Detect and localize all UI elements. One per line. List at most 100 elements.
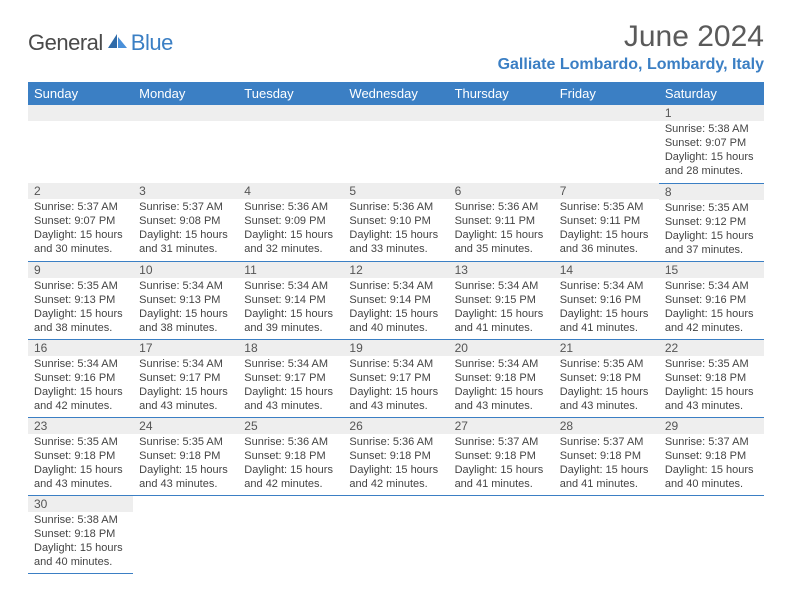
daylight-text: Daylight: 15 hours and 35 minutes. (455, 228, 548, 256)
day-details: Sunrise: 5:37 AMSunset: 9:08 PMDaylight:… (133, 199, 238, 259)
sunrise-text: Sunrise: 5:34 AM (139, 279, 232, 293)
calendar-day-cell: 15Sunrise: 5:34 AMSunset: 9:16 PMDayligh… (659, 261, 764, 339)
day-number: 17 (133, 340, 238, 356)
sunset-text: Sunset: 9:14 PM (349, 293, 442, 307)
day-number: 29 (659, 418, 764, 434)
daylight-text: Daylight: 15 hours and 43 minutes. (139, 463, 232, 491)
logo-text-blue: Blue (131, 30, 173, 56)
day-details: Sunrise: 5:34 AMSunset: 9:13 PMDaylight:… (133, 278, 238, 338)
day-details: Sunrise: 5:37 AMSunset: 9:07 PMDaylight:… (28, 199, 133, 259)
weekday-saturday: Saturday (659, 82, 764, 105)
day-number: 18 (238, 340, 343, 356)
sunset-text: Sunset: 9:11 PM (455, 214, 548, 228)
calendar-day-cell (449, 105, 554, 183)
empty-daynum-bar (449, 105, 554, 121)
sunset-text: Sunset: 9:17 PM (244, 371, 337, 385)
day-details: Sunrise: 5:35 AMSunset: 9:11 PMDaylight:… (554, 199, 659, 259)
calendar-day-cell (343, 495, 448, 573)
calendar-day-cell: 20Sunrise: 5:34 AMSunset: 9:18 PMDayligh… (449, 339, 554, 417)
day-number: 8 (659, 184, 764, 200)
day-number: 12 (343, 262, 448, 278)
day-number: 7 (554, 183, 659, 199)
day-details: Sunrise: 5:37 AMSunset: 9:18 PMDaylight:… (449, 434, 554, 494)
day-number: 27 (449, 418, 554, 434)
sunrise-text: Sunrise: 5:35 AM (34, 279, 127, 293)
calendar-day-cell: 24Sunrise: 5:35 AMSunset: 9:18 PMDayligh… (133, 417, 238, 495)
day-details: Sunrise: 5:36 AMSunset: 9:18 PMDaylight:… (343, 434, 448, 494)
sunrise-text: Sunrise: 5:35 AM (34, 435, 127, 449)
weekday-tuesday: Tuesday (238, 82, 343, 105)
day-number: 15 (659, 262, 764, 278)
daylight-text: Daylight: 15 hours and 41 minutes. (560, 463, 653, 491)
day-details: Sunrise: 5:38 AMSunset: 9:18 PMDaylight:… (28, 512, 133, 572)
day-details: Sunrise: 5:36 AMSunset: 9:09 PMDaylight:… (238, 199, 343, 259)
day-number: 9 (28, 262, 133, 278)
day-details: Sunrise: 5:34 AMSunset: 9:15 PMDaylight:… (449, 278, 554, 338)
calendar-day-cell: 12Sunrise: 5:34 AMSunset: 9:14 PMDayligh… (343, 261, 448, 339)
sunset-text: Sunset: 9:18 PM (560, 371, 653, 385)
sunset-text: Sunset: 9:18 PM (455, 449, 548, 463)
calendar-day-cell: 18Sunrise: 5:34 AMSunset: 9:17 PMDayligh… (238, 339, 343, 417)
sunset-text: Sunset: 9:08 PM (139, 214, 232, 228)
calendar-day-cell: 2Sunrise: 5:37 AMSunset: 9:07 PMDaylight… (28, 183, 133, 261)
calendar-day-cell: 28Sunrise: 5:37 AMSunset: 9:18 PMDayligh… (554, 417, 659, 495)
sunset-text: Sunset: 9:12 PM (665, 215, 758, 229)
sunset-text: Sunset: 9:14 PM (244, 293, 337, 307)
logo-text-general: General (28, 30, 103, 56)
daylight-text: Daylight: 15 hours and 37 minutes. (665, 229, 758, 257)
day-number: 25 (238, 418, 343, 434)
day-number: 3 (133, 183, 238, 199)
daylight-text: Daylight: 15 hours and 31 minutes. (139, 228, 232, 256)
day-number: 10 (133, 262, 238, 278)
sunset-text: Sunset: 9:18 PM (34, 527, 127, 541)
calendar-day-cell: 7Sunrise: 5:35 AMSunset: 9:11 PMDaylight… (554, 183, 659, 261)
daylight-text: Daylight: 15 hours and 40 minutes. (34, 541, 127, 569)
day-number: 24 (133, 418, 238, 434)
day-number: 2 (28, 183, 133, 199)
day-details: Sunrise: 5:37 AMSunset: 9:18 PMDaylight:… (554, 434, 659, 494)
sunrise-text: Sunrise: 5:35 AM (560, 200, 653, 214)
day-details: Sunrise: 5:34 AMSunset: 9:18 PMDaylight:… (449, 356, 554, 416)
month-title: June 2024 (498, 20, 764, 54)
sunrise-text: Sunrise: 5:36 AM (244, 200, 337, 214)
calendar-day-cell: 11Sunrise: 5:34 AMSunset: 9:14 PMDayligh… (238, 261, 343, 339)
sunrise-text: Sunrise: 5:35 AM (560, 357, 653, 371)
day-details: Sunrise: 5:34 AMSunset: 9:14 PMDaylight:… (238, 278, 343, 338)
daylight-text: Daylight: 15 hours and 43 minutes. (560, 385, 653, 413)
sunset-text: Sunset: 9:07 PM (34, 214, 127, 228)
calendar-day-cell (28, 105, 133, 183)
calendar-day-cell: 10Sunrise: 5:34 AMSunset: 9:13 PMDayligh… (133, 261, 238, 339)
sunset-text: Sunset: 9:10 PM (349, 214, 442, 228)
empty-daynum-bar (343, 105, 448, 121)
calendar-week-row: 1Sunrise: 5:38 AMSunset: 9:07 PMDaylight… (28, 105, 764, 183)
day-details: Sunrise: 5:35 AMSunset: 9:18 PMDaylight:… (28, 434, 133, 494)
sunrise-text: Sunrise: 5:34 AM (560, 279, 653, 293)
sunset-text: Sunset: 9:18 PM (244, 449, 337, 463)
calendar-day-cell: 6Sunrise: 5:36 AMSunset: 9:11 PMDaylight… (449, 183, 554, 261)
day-details: Sunrise: 5:37 AMSunset: 9:18 PMDaylight:… (659, 434, 764, 494)
day-number: 28 (554, 418, 659, 434)
day-details: Sunrise: 5:35 AMSunset: 9:18 PMDaylight:… (659, 356, 764, 416)
calendar-day-cell: 13Sunrise: 5:34 AMSunset: 9:15 PMDayligh… (449, 261, 554, 339)
sunset-text: Sunset: 9:17 PM (349, 371, 442, 385)
sunrise-text: Sunrise: 5:34 AM (665, 279, 758, 293)
sunset-text: Sunset: 9:13 PM (139, 293, 232, 307)
daylight-text: Daylight: 15 hours and 38 minutes. (34, 307, 127, 335)
calendar-day-cell: 23Sunrise: 5:35 AMSunset: 9:18 PMDayligh… (28, 417, 133, 495)
sunset-text: Sunset: 9:18 PM (665, 371, 758, 385)
calendar-week-row: 9Sunrise: 5:35 AM Sunset: 9:13 PM Daylight… (28, 261, 764, 339)
day-details: Sunrise: 5:34 AMSunset: 9:17 PMDaylight:… (343, 356, 448, 416)
sunrise-text: Sunrise: 5:34 AM (244, 357, 337, 371)
calendar-day-cell: 21Sunrise: 5:35 AMSunset: 9:18 PMDayligh… (554, 339, 659, 417)
daylight-text: Daylight: 15 hours and 30 minutes. (34, 228, 127, 256)
day-number: 19 (343, 340, 448, 356)
sunset-text: Sunset: 9:18 PM (665, 449, 758, 463)
weekday-friday: Friday (554, 82, 659, 105)
day-number: 5 (343, 183, 448, 199)
calendar-day-cell: 25Sunrise: 5:36 AMSunset: 9:18 PMDayligh… (238, 417, 343, 495)
empty-daynum-bar (238, 105, 343, 121)
logo-sail-icon (107, 32, 129, 55)
calendar-day-cell: 3Sunrise: 5:37 AMSunset: 9:08 PMDaylight… (133, 183, 238, 261)
sunset-text: Sunset: 9:18 PM (139, 449, 232, 463)
day-details: Sunrise: 5:36 AMSunset: 9:10 PMDaylight:… (343, 199, 448, 259)
